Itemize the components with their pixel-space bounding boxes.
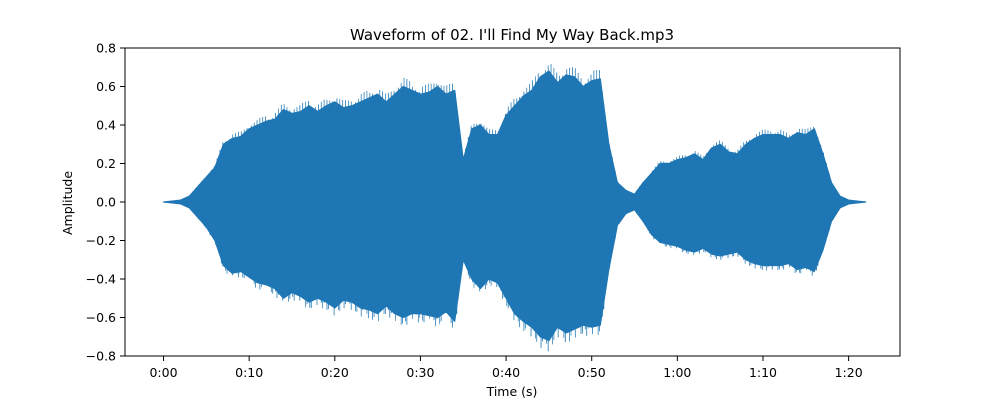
- y-tick-label: −0.4: [86, 272, 116, 287]
- chart-title: Waveform of 02. I'll Find My Way Back.mp…: [350, 26, 674, 44]
- x-tick-label: 1:20: [835, 365, 863, 380]
- x-axis: 0:00 0:10 0:20 0:30 0:40 0:50 1:00 1:10 1:20: [149, 356, 863, 380]
- x-axis-label: Time (s): [486, 384, 538, 399]
- x-tick-label: 0:40: [492, 365, 520, 380]
- y-tick-label: 0.8: [96, 41, 116, 56]
- y-axis-label: Amplitude: [60, 171, 75, 235]
- x-tick-label: 0:30: [406, 365, 434, 380]
- x-tick-label: 0:00: [149, 365, 177, 380]
- y-tick-label: −0.6: [86, 310, 116, 325]
- x-tick-label: 0:50: [578, 365, 606, 380]
- x-tick-label: 0:20: [321, 365, 349, 380]
- y-tick-label: 0.6: [96, 79, 116, 94]
- x-tick-label: 1:00: [663, 365, 691, 380]
- y-axis: 0.8 0.6 0.4 0.2 0.0 −0.2 −0.4 −0.6 −0.8: [86, 41, 125, 364]
- plot-area: [162, 64, 867, 352]
- waveform-envelope: [162, 70, 867, 342]
- x-tick-label: 1:10: [749, 365, 777, 380]
- y-tick-label: 0.4: [96, 118, 116, 133]
- y-tick-label: 0.0: [96, 195, 116, 210]
- y-tick-label: 0.2: [96, 156, 116, 171]
- x-tick-label: 0:10: [235, 365, 263, 380]
- y-tick-label: −0.8: [86, 349, 116, 364]
- y-tick-label: −0.2: [86, 233, 116, 248]
